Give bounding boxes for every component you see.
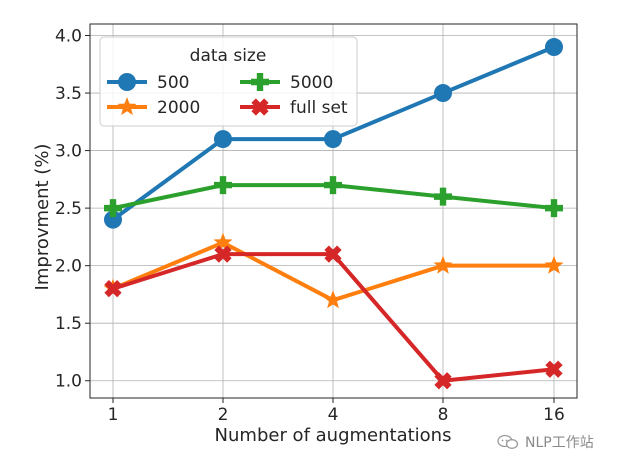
chat-bubbles-icon <box>497 434 519 449</box>
legend-items: 500 2000 5000 full set <box>107 73 348 118</box>
legend-label: 2000 <box>157 98 200 118</box>
marker-star <box>213 232 233 251</box>
y-tick-label: 1.5 <box>55 314 82 334</box>
y-tick-label: 1.0 <box>55 372 82 392</box>
x-tick-label: 16 <box>543 405 565 425</box>
marker-circle <box>324 130 342 149</box>
marker-star <box>117 97 137 116</box>
series-full-set <box>104 245 563 390</box>
marker-plus <box>545 199 563 218</box>
marker-star <box>323 290 343 309</box>
y-tick-label: 3.0 <box>55 142 82 162</box>
y-tick-label: 2.0 <box>55 257 82 277</box>
series-5000 <box>104 176 563 218</box>
marker-star <box>433 255 453 274</box>
marker-plus <box>434 187 452 206</box>
legend-entry: 5000 <box>240 73 333 93</box>
marker-x <box>251 98 269 116</box>
marker-plus <box>104 199 122 218</box>
y-axis-label: Improvment (%) <box>32 144 53 291</box>
y-tick-label: 4.0 <box>55 27 82 47</box>
marker-x <box>545 360 563 378</box>
marker-plus <box>324 176 342 195</box>
x-axis-label: Number of augmentations <box>215 425 452 446</box>
legend-box <box>99 36 358 127</box>
x-tick-label: 8 <box>438 405 449 425</box>
legend-label: 500 <box>157 73 189 93</box>
axis-ticks: 1 2 4 8 16 1.0 1.5 2.0 2.5 3.0 3.5 4.0 <box>55 27 565 425</box>
marker-star <box>544 255 564 274</box>
marker-circle <box>104 210 122 229</box>
x-tick-label: 1 <box>108 405 119 425</box>
legend-entry: full set <box>240 98 348 118</box>
series-line <box>111 252 556 383</box>
x-tick-label: 4 <box>328 405 339 425</box>
marker-circle <box>545 38 563 57</box>
marker-plus <box>214 176 232 195</box>
watermark: NLP工作站 <box>497 430 594 454</box>
x-tick-label: 2 <box>218 405 229 425</box>
y-tick-label: 2.5 <box>55 199 82 219</box>
marker-x <box>214 245 232 263</box>
legend-entry: 2000 <box>107 97 200 118</box>
legend-label: full set <box>290 98 348 118</box>
watermark-text: NLP工作站 <box>525 435 594 451</box>
marker-x <box>434 372 452 390</box>
y-tick-label: 3.5 <box>55 84 82 104</box>
legend-label: 5000 <box>290 73 333 93</box>
series-group <box>103 38 564 390</box>
legend-title: data size <box>190 46 267 66</box>
marker-circle <box>214 130 232 149</box>
marker-x <box>324 245 342 263</box>
series-500 <box>104 38 563 229</box>
marker-circle <box>434 84 452 103</box>
marker-circle <box>118 73 136 91</box>
marker-plus <box>251 73 269 91</box>
legend: data size 500 2000 5000 full set <box>99 36 358 127</box>
legend-entry: 500 <box>107 73 189 93</box>
marker-x <box>104 280 122 298</box>
